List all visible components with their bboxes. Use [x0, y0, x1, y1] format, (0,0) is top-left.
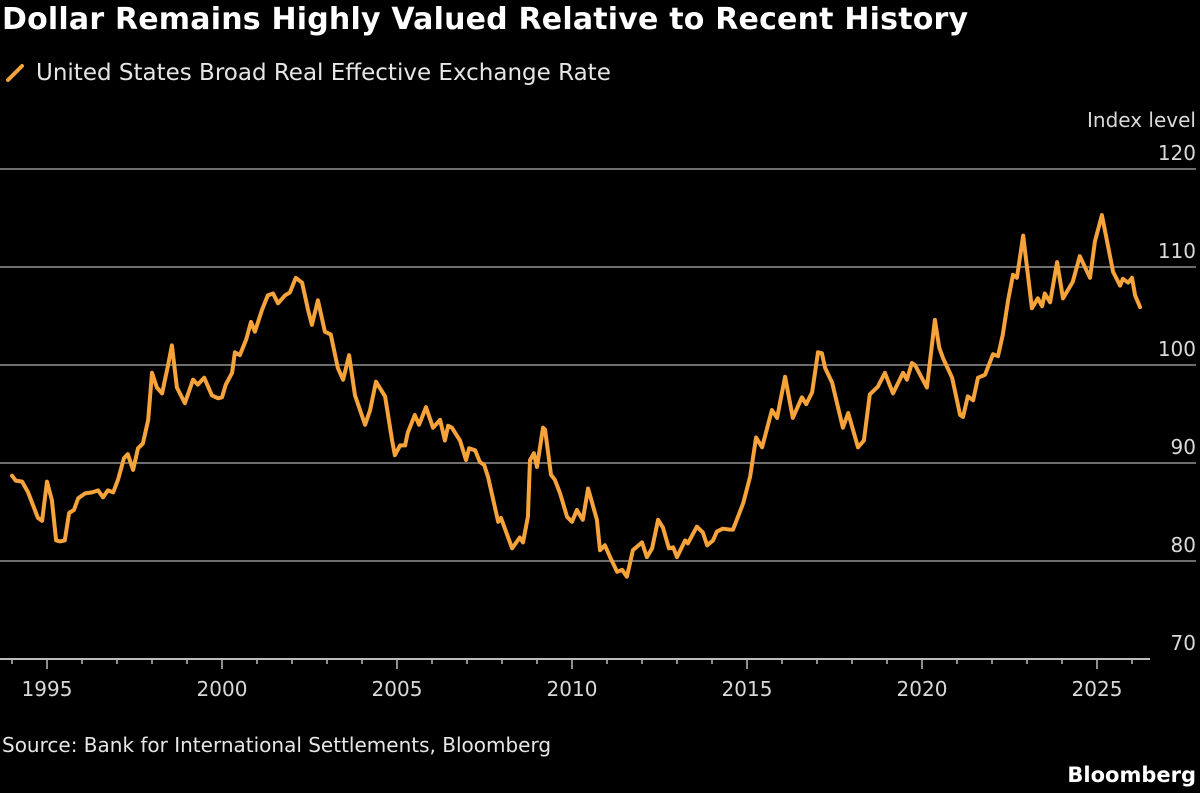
- x-tick-label: 2020: [897, 677, 948, 701]
- x-tick-label: 2025: [1072, 677, 1123, 701]
- x-tick-label: 2015: [722, 677, 773, 701]
- legend: United States Broad Real Effective Excha…: [4, 60, 611, 86]
- bloomberg-logo: Bloomberg: [1067, 763, 1196, 787]
- x-tick-label: 2010: [547, 677, 598, 701]
- y-tick-label: 80: [1171, 533, 1196, 557]
- x-tick-label: 2000: [197, 677, 248, 701]
- x-tick-label: 2005: [372, 677, 423, 701]
- series-line-us-reer: [10, 213, 1143, 579]
- legend-line-icon: [6, 64, 24, 82]
- y-tick-label: 120: [1158, 141, 1196, 165]
- y-tick-label: 100: [1158, 337, 1196, 361]
- chart-title: Dollar Remains Highly Valued Relative to…: [2, 2, 969, 37]
- x-tick-label: 1995: [22, 677, 73, 701]
- y-tick-label: 90: [1171, 435, 1196, 459]
- y-tick-label: 110: [1158, 239, 1196, 263]
- source-note: Source: Bank for International Settlemen…: [2, 733, 552, 757]
- y-tick-label: 70: [1171, 631, 1196, 655]
- legend-label: United States Broad Real Effective Excha…: [36, 60, 611, 86]
- y-axis-label: Index level: [1087, 108, 1196, 132]
